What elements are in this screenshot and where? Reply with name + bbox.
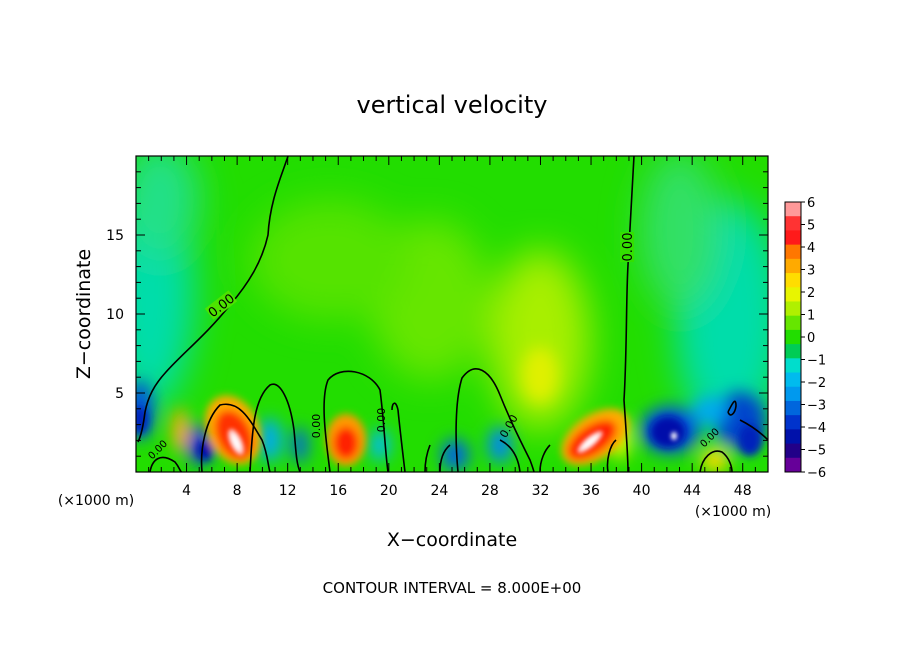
colorbar-swatch — [785, 386, 801, 402]
colorbar-label: 3 — [807, 264, 815, 279]
colorbar-label: −1 — [807, 354, 826, 369]
colorbar-swatch — [785, 415, 801, 430]
y-axis-label: Z−coordinate — [73, 249, 95, 379]
colorbar-swatch — [785, 329, 801, 345]
chart-title: vertical velocity — [357, 91, 548, 119]
x-tick-label: 8 — [233, 483, 242, 499]
x-tick-label: 36 — [582, 483, 600, 499]
y-tick-label: 10 — [106, 307, 124, 323]
colorbar-label: 6 — [807, 196, 815, 211]
colorbar-label: −5 — [807, 444, 826, 459]
contour-label: 0.00 — [310, 414, 323, 439]
x-tick-label: 28 — [481, 483, 499, 499]
x-tick-label: 44 — [683, 483, 701, 499]
colorbar-swatch — [785, 429, 801, 445]
axis-ticks — [136, 156, 768, 472]
colorbar-swatch — [785, 443, 801, 459]
x-tick-label: 4 — [182, 483, 191, 499]
colorbar-label: −4 — [807, 421, 826, 436]
x-tick-label: 32 — [532, 483, 550, 499]
x-tick-label: 20 — [380, 483, 398, 499]
contour-label: 0.00 — [375, 408, 388, 433]
colorbar-label: 2 — [807, 286, 815, 301]
heatmap-field — [136, 156, 768, 472]
y-tick-label: 15 — [106, 228, 124, 244]
zero-contours — [137, 156, 768, 472]
y-tick-labels: 5 10 15 — [106, 228, 124, 402]
x-tick-label: 24 — [430, 483, 448, 499]
colorbar-label: 0 — [807, 331, 815, 346]
colorbar-swatch — [785, 344, 801, 359]
colorbar-swatch — [785, 244, 801, 260]
x-tick-label: 48 — [734, 483, 752, 499]
colorbar-swatch — [785, 315, 801, 331]
colorbar-swatch — [785, 216, 801, 231]
colorbar-label: 1 — [807, 309, 815, 324]
colorbar-label: 4 — [807, 241, 815, 256]
x-tick-label: 12 — [279, 483, 297, 499]
colorbar-swatch — [785, 230, 801, 246]
y-tick-label: 5 — [115, 386, 124, 402]
x-tick-labels: 4 8 12 16 20 24 28 32 36 40 44 48 — [182, 483, 752, 499]
x-unit-right: (×1000 m) — [695, 504, 771, 520]
colorbar-swatch — [785, 358, 801, 374]
contour-interval-footer: CONTOUR INTERVAL = 8.000E+00 — [323, 579, 582, 597]
x-unit-left: (×1000 m) — [58, 493, 134, 509]
colorbar-swatch — [785, 400, 801, 416]
colorbar-label: 5 — [807, 219, 815, 234]
x-axis-label: X−coordinate — [387, 529, 517, 551]
colorbar-swatch — [785, 372, 801, 388]
colorbar-swatch — [785, 273, 801, 288]
x-tick-label: 16 — [329, 483, 347, 499]
colorbar-swatch — [785, 202, 801, 217]
colorbar-label: −3 — [807, 399, 826, 414]
colorbar-label: −6 — [807, 466, 826, 481]
colorbar: 6 5 4 3 2 1 0 −1 −2 −3 −4 −5 −6 — [784, 196, 826, 481]
colorbar-swatch — [785, 287, 801, 302]
colorbar-label: −2 — [807, 376, 826, 391]
colorbar-swatch — [785, 457, 801, 473]
colorbar-swatch — [785, 301, 801, 317]
x-tick-label: 40 — [633, 483, 651, 499]
contour-label: 0.00 — [621, 233, 636, 262]
colorbar-swatch — [785, 258, 801, 274]
